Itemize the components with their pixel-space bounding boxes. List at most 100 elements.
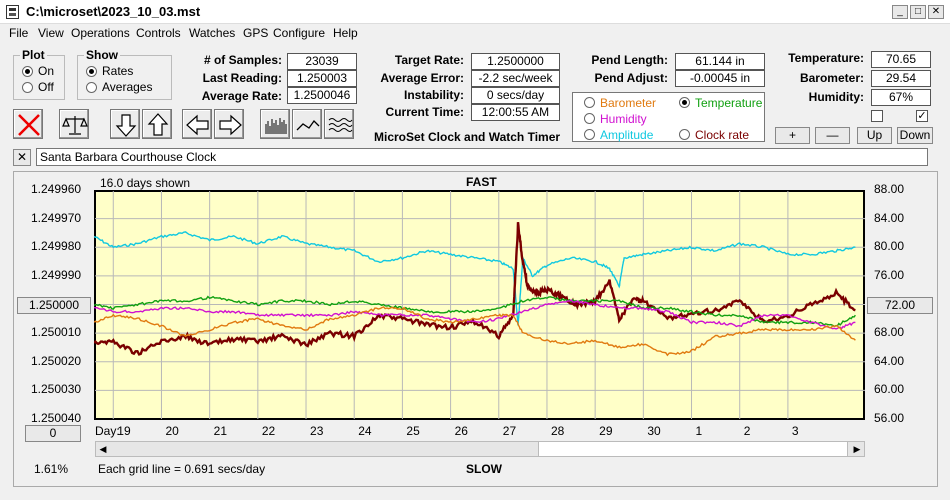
plot-on-radio[interactable] bbox=[22, 66, 33, 77]
left-axis-tick-label: 1.250040 bbox=[31, 411, 82, 425]
menu-help[interactable]: Help bbox=[333, 26, 358, 40]
left-axis-tick-label: 1.250020 bbox=[31, 353, 82, 368]
line-view-button[interactable] bbox=[292, 109, 322, 139]
x-axis-tick-label: 29 bbox=[599, 424, 613, 438]
wave-icon bbox=[328, 118, 353, 132]
menu-view[interactable]: View bbox=[38, 26, 64, 40]
pend-adjust-label: Pend Adjust: bbox=[594, 71, 668, 85]
barometer-value: 29.54 bbox=[871, 70, 931, 87]
minimize-button[interactable]: _ bbox=[892, 5, 908, 19]
wave-view-button[interactable] bbox=[324, 109, 354, 139]
amplitude-option-label: Amplitude bbox=[600, 128, 654, 142]
barometer-label: Barometer: bbox=[799, 71, 864, 85]
humidity-label: Humidity: bbox=[808, 90, 864, 104]
center-temp-button[interactable]: 72.00 bbox=[867, 297, 933, 314]
scroll-left-button[interactable] bbox=[182, 109, 212, 139]
plot-group: Plot On Off bbox=[13, 48, 65, 100]
menu-configure[interactable]: Configure bbox=[273, 26, 326, 40]
pend-length-label: Pend Length: bbox=[591, 53, 668, 67]
clear-button[interactable] bbox=[13, 109, 43, 139]
x-axis-tick-label: 25 bbox=[406, 424, 420, 438]
last-reading-value: 1.250003 bbox=[287, 70, 357, 87]
close-window-button[interactable]: ✕ bbox=[928, 5, 944, 19]
clear-clock-name-button[interactable]: ✕ bbox=[13, 149, 31, 166]
scroll-up-button[interactable] bbox=[142, 109, 172, 139]
left-axis-tick-label: 1.249990 bbox=[31, 267, 82, 282]
clock-name-input[interactable]: Santa Barbara Courthouse Clock bbox=[36, 148, 928, 166]
menu-gps[interactable]: GPS bbox=[243, 26, 269, 40]
line-graph-icon bbox=[296, 119, 320, 131]
plus-button[interactable]: + bbox=[775, 127, 810, 144]
scroll-right-arrow-icon[interactable]: ▶ bbox=[853, 444, 861, 454]
day-axis-label: Day: bbox=[95, 424, 120, 438]
left-axis-tick-label: 1.249980 bbox=[31, 239, 82, 254]
show-rates-label: Rates bbox=[102, 64, 134, 78]
horizontal-scrollbar[interactable]: ◀ ▶ bbox=[95, 441, 865, 457]
current-time-value: 12:00:55 AM bbox=[471, 104, 560, 121]
window-title: C:\microset\2023_10_03.mst bbox=[26, 4, 201, 19]
show-group: Show Rates Averages bbox=[77, 48, 172, 100]
amplitude-radio[interactable] bbox=[584, 129, 595, 140]
menu-operations[interactable]: Operations bbox=[71, 26, 130, 40]
maximize-button[interactable]: □ bbox=[910, 5, 926, 19]
balance-scale-icon bbox=[62, 116, 88, 135]
series-amplitude-line bbox=[94, 231, 856, 326]
left-axis-tick-label: 1.249960 bbox=[31, 182, 82, 196]
temperature-value: 70.65 bbox=[871, 51, 931, 68]
bar-view-button[interactable] bbox=[260, 109, 290, 139]
temperature-option-label: Temperature bbox=[695, 96, 763, 110]
x-axis-tick-label: 22 bbox=[261, 424, 276, 438]
unchecked-checkbox[interactable] bbox=[871, 110, 883, 122]
scroll-down-button[interactable] bbox=[110, 109, 140, 139]
scrollbar-thumb[interactable] bbox=[538, 442, 848, 456]
temperature-radio[interactable] bbox=[679, 97, 690, 108]
menu-file[interactable]: File bbox=[9, 26, 29, 40]
samples-value: 23039 bbox=[287, 53, 357, 70]
scroll-left-arrow-icon[interactable]: ◀ bbox=[99, 444, 107, 454]
up-button[interactable]: Up bbox=[857, 127, 892, 144]
pend-adjust-value: -0.00045 in bbox=[675, 70, 765, 87]
plot-group-title: Plot bbox=[20, 48, 47, 62]
days-shown-label: 16.0 days shown bbox=[100, 176, 191, 190]
series-humidity-line bbox=[94, 299, 856, 330]
scroll-right-button[interactable] bbox=[214, 109, 244, 139]
percent-label: 1.61% bbox=[34, 462, 69, 476]
x-axis-tick-label: 19 bbox=[117, 424, 131, 438]
app-name-label: MicroSet Clock and Watch Timer bbox=[374, 130, 561, 144]
average-error-value: -2.2 sec/week bbox=[471, 70, 560, 87]
show-averages-radio[interactable] bbox=[86, 82, 97, 93]
plot-off-radio[interactable] bbox=[22, 82, 33, 93]
barometer-radio[interactable] bbox=[584, 97, 595, 108]
offset-zero-button[interactable]: 0 bbox=[25, 425, 81, 442]
scale-button[interactable] bbox=[59, 109, 89, 139]
bar-graph-icon bbox=[265, 118, 287, 134]
sensor-select-box: Barometer Temperature Humidity Amplitude… bbox=[572, 92, 765, 142]
right-axis-tick-label: 64.00 bbox=[874, 353, 905, 368]
menu-bar: File View Operations Controls Watches GP… bbox=[0, 24, 950, 42]
clock-rate-radio[interactable] bbox=[679, 129, 690, 140]
series-lines bbox=[94, 222, 856, 357]
show-group-title: Show bbox=[84, 48, 120, 62]
humidity-radio[interactable] bbox=[584, 113, 595, 124]
series-barometer-line bbox=[94, 306, 856, 357]
show-rates-radio[interactable] bbox=[86, 66, 97, 77]
down-button[interactable]: Down bbox=[897, 127, 933, 144]
center-rate-button[interactable]: 1.250000 bbox=[17, 297, 91, 314]
average-rate-label: Average Rate: bbox=[201, 89, 282, 103]
checked-checkbox[interactable]: ✓ bbox=[916, 110, 928, 122]
menu-controls[interactable]: Controls bbox=[136, 26, 181, 40]
right-axis-tick-label: 76.00 bbox=[874, 267, 905, 282]
slow-label: SLOW bbox=[466, 462, 502, 476]
fast-label: FAST bbox=[466, 175, 497, 189]
minus-button[interactable]: — bbox=[815, 127, 850, 144]
plot-on-label: On bbox=[38, 64, 55, 78]
menu-watches[interactable]: Watches bbox=[189, 26, 236, 40]
left-axis-tick-label: 1.250030 bbox=[31, 382, 82, 397]
x-axis-tick-label: 27 bbox=[502, 424, 517, 438]
right-axis-tick-label: 60.00 bbox=[874, 382, 905, 397]
x-axis-tick-label: 24 bbox=[358, 424, 372, 438]
series-clock-rate-line bbox=[94, 222, 856, 356]
red-x-icon bbox=[18, 114, 40, 136]
right-axis-tick-label: 80.00 bbox=[874, 239, 905, 254]
x-axis-tick-label: 20 bbox=[165, 424, 179, 438]
